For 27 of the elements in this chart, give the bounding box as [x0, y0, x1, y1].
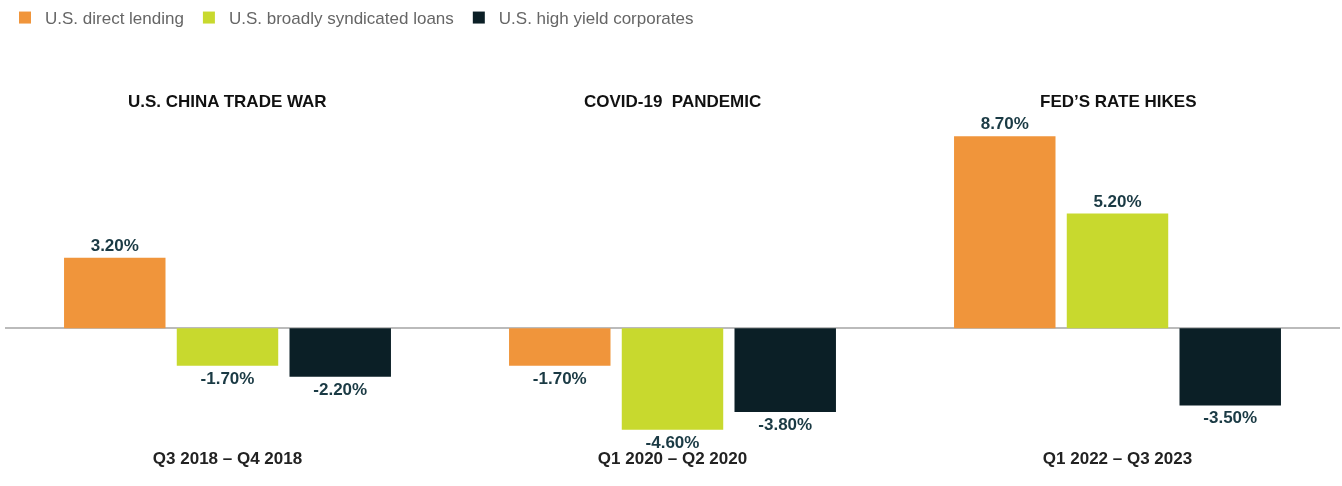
text: U.S. CHINA TRADE WAR [128, 92, 327, 111]
legend-label: U.S. direct lending [45, 9, 184, 29]
bar [64, 257, 166, 329]
legend-label: U.S. broadly syndicated loans [228, 9, 454, 29]
bar [621, 328, 724, 430]
data-label: -1.70% [200, 368, 255, 388]
data-label: 8.70% [980, 114, 1029, 134]
x-tick-label: Q1 2020 – Q2 2020 [597, 449, 748, 468]
data-label: 5.20% [1093, 191, 1142, 211]
bar [954, 136, 1056, 329]
x-tick-label: Q1 2022 – Q3 2023 [1042, 449, 1193, 468]
data-label: -2.20% [313, 379, 368, 399]
x-tick-label: Q3 2018 – Q4 2018 [152, 449, 303, 468]
data-label: -4.60% [645, 432, 700, 452]
data-label: -1.70% [532, 368, 587, 388]
bar [509, 328, 611, 366]
bar [1066, 213, 1169, 329]
bar [289, 328, 391, 377]
bar [1179, 328, 1281, 406]
text: FED’S RATE HIKES [1040, 92, 1197, 111]
legend-label: U.S. high yield corporates [498, 9, 694, 29]
bar [734, 328, 836, 413]
text: COVID-19 PANDEMIC [584, 92, 762, 111]
data-label: -3.50% [1203, 408, 1258, 428]
bar [176, 328, 279, 366]
data-label: 3.20% [90, 235, 139, 255]
data-label: -3.80% [758, 415, 813, 435]
